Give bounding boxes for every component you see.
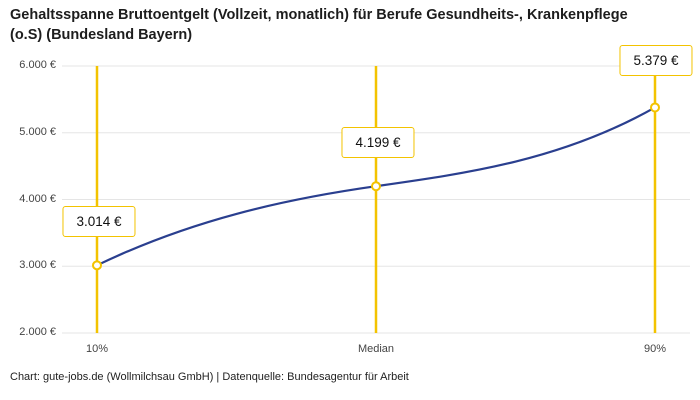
y-axis-tick: 2.000 €: [19, 326, 56, 338]
data-point-marker: [650, 102, 660, 113]
x-axis-label-90pct: 90%: [643, 343, 667, 355]
y-axis-tick: 3.000 €: [19, 259, 56, 272]
y-axis-tick: 5.000 €: [19, 125, 56, 138]
data-point-marker: [371, 181, 381, 192]
value-label-median: 4.199 €: [341, 127, 415, 158]
y-axis-tick: 6.000 €: [19, 59, 56, 71]
x-axis-label-10pct: 10%: [85, 343, 109, 355]
y-axis-tick: 4.000 €: [19, 192, 56, 205]
x-axis-label-median: Median: [357, 343, 395, 355]
chart-source: Chart: gute-jobs.de (Wollmilchsau GmbH) …: [10, 371, 409, 383]
value-label-90pct: 5.379 €: [619, 45, 693, 76]
value-label-10pct: 3.014 €: [62, 206, 136, 237]
data-point-marker: [92, 260, 102, 271]
chart-title: Gehaltsspanne Bruttoentgelt (Vollzeit, m…: [10, 7, 628, 43]
